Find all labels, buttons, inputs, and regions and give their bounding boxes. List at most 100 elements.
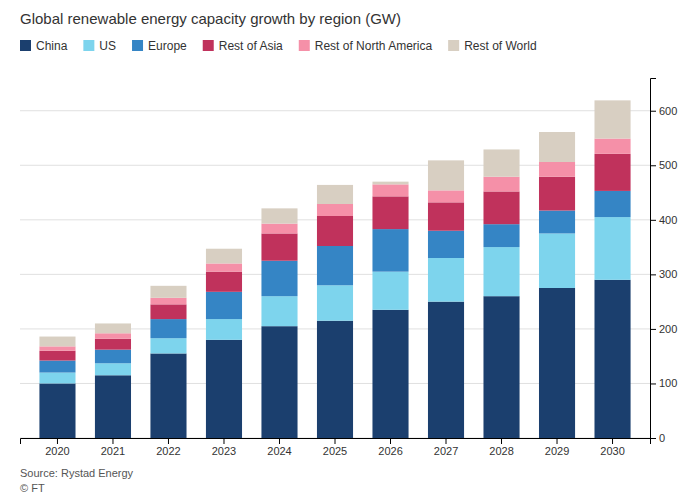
legend-swatch: [20, 40, 31, 51]
x-tick-mark: [279, 438, 280, 444]
bar: [95, 333, 131, 338]
bar: [539, 162, 575, 177]
bar: [317, 216, 353, 246]
title: Global renewable energy capacity growth …: [20, 10, 401, 27]
x-tick-label: 2028: [489, 445, 513, 457]
bar: [39, 373, 75, 384]
bar: [95, 350, 131, 364]
y-tick-label: 600: [659, 105, 677, 117]
bar: [428, 302, 464, 438]
bar: [261, 326, 297, 438]
x-tick: 2025: [323, 438, 347, 457]
bar: [39, 383, 75, 438]
bar: [483, 224, 519, 247]
bar: [372, 310, 408, 438]
y-tick-label: 0: [659, 432, 665, 444]
legend-label: Rest of World: [464, 39, 536, 53]
bar: [539, 233, 575, 288]
legend: China US Europe Rest of Asia Rest of North A…: [20, 39, 537, 53]
series: [39, 191, 630, 373]
bar: [483, 247, 519, 296]
bar: [317, 185, 353, 204]
bar: [372, 196, 408, 229]
x-tick: 2026: [378, 438, 402, 457]
x-tick: 2029: [545, 438, 569, 457]
bar: [483, 177, 519, 192]
bar: [372, 182, 408, 185]
x-tick-mark: [446, 438, 447, 444]
bar: [317, 321, 353, 438]
grid: [20, 111, 650, 438]
y-tick-mark: [650, 165, 656, 166]
bar: [594, 139, 630, 154]
bar: [95, 339, 131, 350]
bar: [317, 246, 353, 285]
bar: [206, 249, 242, 264]
x-tick: 2028: [489, 438, 513, 457]
bar: [206, 272, 242, 292]
bar: [206, 292, 242, 319]
bar: [483, 296, 519, 438]
bar: [206, 340, 242, 438]
bar: [39, 337, 75, 347]
bar: [428, 231, 464, 258]
y-tick-label: 400: [659, 214, 677, 226]
bar: [428, 202, 464, 230]
legend-label: China: [36, 39, 68, 53]
x-tick-label: 2024: [267, 445, 291, 457]
y-tick: 0: [650, 432, 665, 444]
bar: [428, 190, 464, 202]
bar: [594, 154, 630, 191]
bar: [95, 363, 131, 375]
x-tick-mark: [57, 438, 58, 444]
series: [39, 154, 630, 361]
y-tick-label: 200: [659, 323, 677, 335]
x-tick-mark: [112, 438, 113, 444]
bar: [594, 191, 630, 217]
legend-item: Rest of North America: [299, 39, 433, 53]
x-tick: 2022: [156, 438, 180, 457]
bar: [483, 191, 519, 224]
grid-line: [20, 110, 650, 111]
x-tick-mark: [223, 438, 224, 444]
bar: [539, 288, 575, 438]
x-axis-line: [21, 439, 651, 445]
x-tick: 2021: [101, 438, 125, 457]
legend-swatch: [83, 40, 94, 51]
y-tick-label: 100: [659, 377, 677, 389]
x-tick-label: 2023: [212, 445, 236, 457]
x-tick: 2023: [212, 438, 236, 457]
bar: [150, 338, 186, 353]
y-tick: 600: [650, 105, 677, 117]
x-tick-label: 2021: [101, 445, 125, 457]
y-tick-label: 500: [659, 159, 677, 171]
y-tick-label: 300: [659, 268, 677, 280]
x-tick: 2027: [434, 438, 458, 457]
legend-swatch: [299, 40, 310, 51]
bar: [150, 304, 186, 319]
bar: [428, 258, 464, 302]
legend-item: US: [83, 39, 116, 53]
chart: Global renewable energy capacity growth …: [0, 0, 700, 500]
y-tick: 100: [650, 377, 677, 389]
legend-item: Rest of Asia: [203, 39, 283, 53]
x-tick: 2030: [600, 438, 624, 457]
bar: [539, 211, 575, 234]
bar: [594, 217, 630, 280]
x-tick-mark: [335, 438, 336, 444]
bar: [261, 233, 297, 260]
bar: [594, 280, 630, 438]
y-tick-mark: [650, 220, 656, 221]
bar: [150, 298, 186, 305]
x-tick-label: 2027: [434, 445, 458, 457]
x-tick-label: 2029: [545, 445, 569, 457]
y-tick: 500: [650, 159, 677, 171]
legend-item: Rest of World: [448, 39, 536, 53]
bar: [372, 184, 408, 196]
legend-item: Europe: [132, 39, 187, 53]
legend-label: US: [99, 39, 116, 53]
y-tick: 200: [650, 323, 677, 335]
x-tick-mark: [557, 438, 558, 444]
bar: [483, 149, 519, 176]
x-tick-mark: [501, 438, 502, 444]
